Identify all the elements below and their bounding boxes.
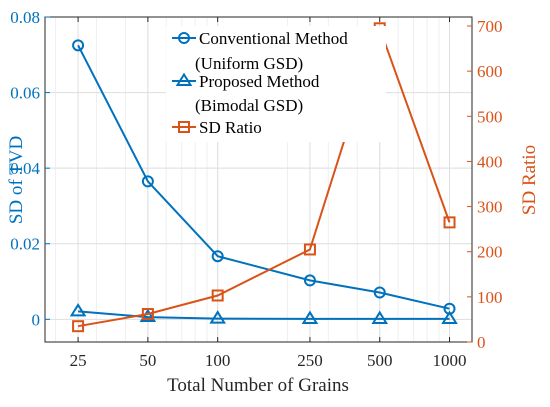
legend-marker-sd-ratio <box>178 121 190 133</box>
data-point-conventional-method <box>141 175 154 188</box>
data-point-sd-ratio <box>72 320 85 333</box>
right-y-tick-label: 200 <box>477 243 503 262</box>
left-y-tick-label: 0.06 <box>10 84 40 103</box>
legend-marker-conventional <box>178 32 190 44</box>
left-y-tick-label: 0 <box>32 310 41 329</box>
data-point-proposed-method <box>301 310 319 324</box>
legend-box <box>166 26 386 142</box>
legend-marker-proposed <box>175 72 193 86</box>
legend-label-conventional: Conventional Method <box>199 29 348 48</box>
ticks <box>45 16 472 343</box>
right-y-tick-label: 600 <box>477 62 503 81</box>
left-y-tick-label: 0.08 <box>10 8 40 27</box>
data-point-proposed-method <box>139 308 157 323</box>
legend: Conventional Method (Uniform GSD) Propos… <box>166 26 386 142</box>
right-y-tick-label: 0 <box>477 333 486 352</box>
left-y-tick-label: 0.04 <box>10 159 40 178</box>
series-line-conventional-method <box>77 44 450 310</box>
x-tick-label: 1000 <box>433 351 467 370</box>
legend-label-proposed-line2: (Bimodal GSD) <box>195 96 303 115</box>
data-point-sd-ratio <box>443 216 456 229</box>
data-point-proposed-method <box>371 310 389 324</box>
right-y-tick-label: 100 <box>477 288 503 307</box>
x-tick-label: 500 <box>367 351 393 370</box>
right-y-axis-title: SD Ratio <box>519 145 540 215</box>
plot-area-frame <box>44 16 473 343</box>
x-tick-label: 25 <box>70 351 87 370</box>
legend-label-proposed: Proposed Method <box>199 72 320 91</box>
x-tick-labels: 25 50 100 250 500 1000 <box>70 351 467 370</box>
right-y-tick-labels: 0 100 200 300 400 500 600 700 <box>477 17 503 352</box>
data-point-sd-ratio <box>303 243 316 256</box>
data-point-proposed-method <box>69 302 87 317</box>
data-point-proposed-method <box>441 310 458 324</box>
right-y-tick-label: 400 <box>477 152 503 171</box>
data-point-conventional-method <box>373 286 386 299</box>
x-axis-title: Total Number of Grains <box>167 375 349 396</box>
data-point-conventional-method <box>303 274 316 287</box>
right-y-tick-label: 700 <box>477 17 503 36</box>
data-point-proposed-method <box>209 310 226 324</box>
left-y-axis-title: SD of TVD <box>6 136 27 224</box>
data-point-conventional-method <box>211 250 224 263</box>
data-point-sd-ratio <box>211 289 224 302</box>
x-tick-label: 50 <box>139 351 156 370</box>
series-line-proposed-method <box>78 310 450 320</box>
left-y-tick-labels: 0 0.02 0.04 0.06 0.08 <box>10 8 40 329</box>
legend-label-conventional-line2: (Uniform GSD) <box>195 54 303 73</box>
right-y-tick-label: 500 <box>477 107 503 126</box>
series-layer <box>69 22 458 333</box>
x-tick-label: 100 <box>205 351 231 370</box>
x-tick-label: 250 <box>297 351 323 370</box>
data-point-conventional-method <box>72 39 85 52</box>
data-point-sd-ratio <box>141 308 154 321</box>
right-y-tick-label: 300 <box>477 198 503 217</box>
series-line-sd-ratio <box>77 25 451 328</box>
legend-label-sd-ratio: SD Ratio <box>199 118 262 137</box>
left-y-tick-label: 0.02 <box>10 235 40 254</box>
